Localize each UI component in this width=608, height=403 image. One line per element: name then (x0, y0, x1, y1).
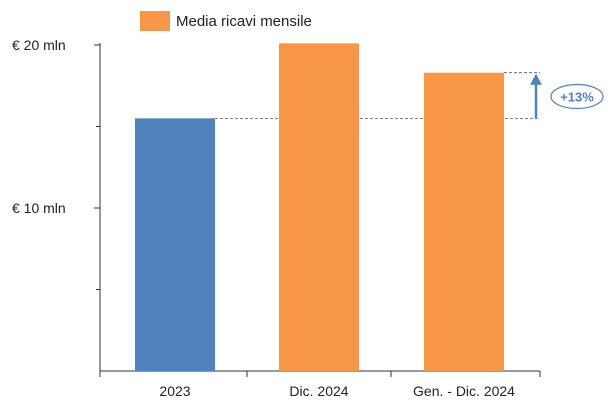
change-label: +13% (560, 90, 594, 105)
change-arrow-head (530, 73, 542, 85)
change-badge (550, 83, 604, 110)
bar (424, 72, 504, 372)
x-tick-label: Dic. 2024 (289, 383, 348, 399)
bar (279, 43, 359, 372)
change-annotation: +13% (530, 73, 604, 119)
y-tick-label: € 10 mln (12, 200, 66, 216)
labels: € 20 mln € 10 mln 2023 Dic. 2024 Gen. - Dic.… (12, 37, 515, 399)
bars (135, 43, 504, 372)
y-tick-label: € 20 mln (12, 37, 66, 53)
legend: Media ricavi mensile (140, 11, 312, 31)
bar (135, 118, 215, 371)
legend-label: Media ricavi mensile (176, 13, 312, 30)
x-tick-label: 2023 (159, 383, 190, 399)
x-tick-label: Gen. - Dic. 2024 (413, 383, 515, 399)
legend-swatch (140, 11, 170, 31)
